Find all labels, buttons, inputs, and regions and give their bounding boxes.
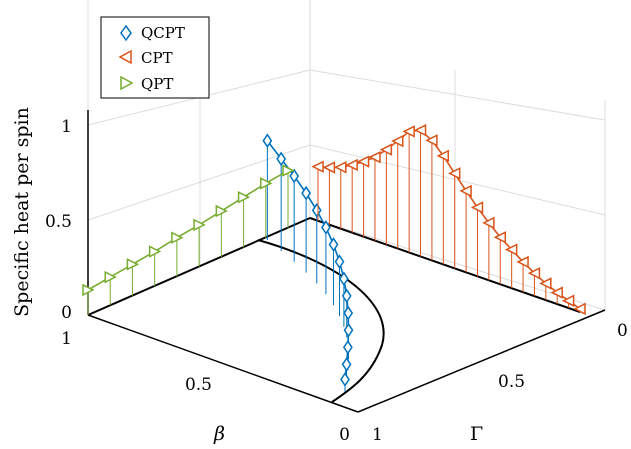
marker-qcpt — [311, 202, 322, 218]
marker-qcpt — [328, 237, 339, 252]
marker-cpt — [334, 161, 347, 174]
marker-qcpt — [341, 288, 352, 304]
marker-qcpt — [276, 151, 287, 167]
beta-tick-0: 0 — [339, 425, 350, 445]
z-tick-1: 1 — [61, 117, 72, 137]
beta-tick-0.5: 0.5 — [185, 375, 212, 395]
beta-tick-1: 1 — [61, 329, 72, 349]
gamma-axis-ticks: 1 0.5 0 Γ — [372, 321, 628, 445]
marker-qpt — [282, 164, 295, 177]
legend-label-qcpt: QCPT — [141, 24, 185, 42]
marker-cpt — [561, 294, 575, 307]
legend: QCPT CPT QPT — [100, 16, 210, 99]
z-tick-0.5: 0.5 — [45, 212, 72, 232]
line-qpt — [87, 169, 289, 291]
marker-qcpt — [262, 133, 273, 149]
marker-qpt — [104, 270, 117, 284]
legend-label-cpt: CPT — [141, 49, 173, 67]
marker-cpt — [425, 134, 438, 147]
marker-qcpt — [321, 220, 331, 235]
marker-qcpt — [341, 357, 352, 372]
legend-marker-qcpt — [120, 24, 132, 42]
beta-axis-label: β — [213, 423, 225, 445]
marker-cpt — [345, 158, 358, 172]
marker-cpt — [448, 167, 461, 180]
marker-cpt — [470, 201, 484, 214]
marker-qcpt — [343, 305, 354, 321]
marker-qpt — [215, 204, 229, 218]
marker-qcpt — [343, 322, 354, 338]
series-layer — [82, 123, 586, 392]
gamma-tick-0.5: 0.5 — [498, 372, 525, 392]
z-axis-ticks: 0 0.5 1 Specific heat per spin — [11, 107, 72, 323]
legend-entry-qcpt: QCPT — [120, 24, 185, 42]
marker-cpt — [539, 277, 552, 290]
floor-axes — [87, 110, 606, 413]
marker-qpt — [148, 245, 162, 258]
marker-cpt — [482, 216, 495, 230]
marker-cpt — [527, 266, 541, 280]
marker-cpt — [436, 149, 450, 163]
marker-cpt — [368, 150, 381, 164]
marker-qcpt — [340, 372, 350, 387]
beta-axis-ticks: 1 0.5 0 β — [61, 329, 350, 445]
series-qpt — [82, 164, 295, 315]
marker-cpt — [402, 125, 415, 138]
marker-qpt — [193, 218, 206, 232]
marker-cpt — [413, 123, 427, 137]
gamma-tick-0: 0 — [617, 321, 628, 341]
marker-qcpt — [338, 271, 349, 287]
marker-qpt — [126, 258, 140, 271]
marker-cpt — [550, 286, 563, 299]
marker-cpt — [322, 161, 336, 174]
gamma-axis-label: Γ — [470, 423, 483, 445]
marker-cpt — [459, 184, 472, 198]
marker-cpt — [573, 302, 586, 316]
marker-cpt — [379, 143, 393, 156]
marker-qpt — [260, 177, 273, 190]
z-axis-label: Specific heat per spin — [11, 107, 33, 317]
marker-cpt — [356, 155, 370, 168]
legend-entry-cpt: CPT — [118, 49, 173, 67]
marker-qpt — [171, 231, 184, 244]
legend-label-qpt: QPT — [141, 75, 173, 93]
marker-qcpt — [289, 168, 300, 184]
marker-cpt — [391, 134, 404, 148]
gamma-tick-1: 1 — [372, 425, 383, 445]
series-qcpt — [262, 133, 354, 392]
marker-qcpt — [334, 254, 345, 270]
marker-qpt — [82, 283, 95, 297]
legend-marker-qpt — [120, 75, 134, 91]
marker-cpt — [493, 231, 507, 244]
marker-cpt — [504, 243, 518, 256]
marker-qcpt — [301, 185, 312, 201]
series-cpt — [311, 123, 586, 316]
marker-qpt — [237, 190, 251, 204]
z-tick-0: 0 — [61, 303, 72, 323]
marker-qcpt — [342, 339, 353, 355]
legend-marker-cpt — [118, 49, 132, 65]
legend-entry-qpt: QPT — [120, 75, 173, 93]
marker-cpt — [311, 160, 324, 173]
marker-cpt — [516, 255, 529, 269]
